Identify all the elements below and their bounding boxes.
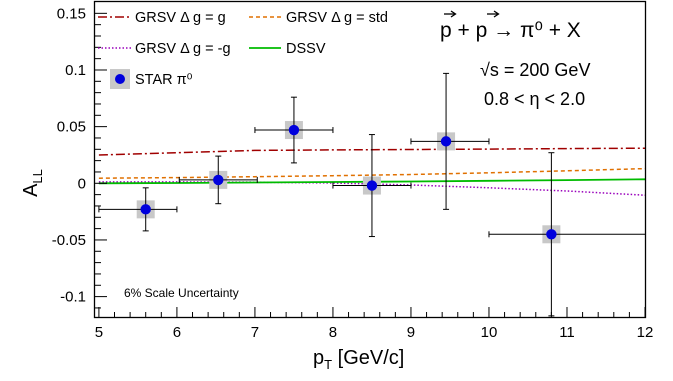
data-marker	[546, 229, 557, 240]
x-tick-label: 11	[559, 324, 575, 341]
data-point	[178, 155, 258, 205]
x-tick-label: 10	[481, 324, 498, 341]
reaction-label: p + p → π⁰ + X	[440, 10, 581, 42]
y-tick-label: -0.05	[52, 232, 86, 249]
reaction-text: p + p → π⁰ + X	[440, 19, 581, 42]
data-marker	[140, 204, 151, 215]
x-tick-label: 12	[637, 324, 654, 341]
energy-label: √s = 200 GeV	[480, 60, 590, 80]
y-tick-label: 0	[78, 175, 86, 192]
x-tick-label: 6	[173, 324, 181, 341]
x-tick-label: 8	[329, 324, 337, 341]
plot-frame	[93, 0, 647, 319]
data-marker	[366, 180, 378, 191]
legend-label-star: STAR π⁰	[135, 72, 193, 88]
scale-uncertainty-label: 6% Scale Uncertainty	[124, 286, 239, 300]
vector-arrow-2-head	[493, 10, 500, 18]
data-points	[98, 72, 645, 317]
data-point	[410, 72, 490, 210]
x-tick-label: 5	[95, 324, 103, 341]
y-tick-label: -0.1	[60, 289, 86, 306]
legend-swatch-star-marker	[115, 74, 125, 84]
y-tick-label: 0.1	[65, 62, 86, 79]
data-marker	[288, 124, 300, 136]
tick-labels: 5 6 7 8 9 10 11 12 -0.1 -0.05 0 0.05 0.1 0.15	[52, 5, 654, 341]
x-tick-label: 9	[407, 324, 415, 341]
data-point	[332, 134, 412, 238]
vector-arrow-1-head	[450, 10, 457, 18]
axis-ticks	[95, 12, 646, 317]
legend-label-grsv-std: GRSV Δ g = std	[286, 10, 388, 26]
y-tick-label: 0.05	[57, 119, 86, 136]
eta-range-label: 0.8 < η < 2.0	[484, 89, 585, 109]
data-point	[488, 152, 645, 317]
x-axis-title: pT [GeV/c]	[313, 347, 404, 372]
legend-label-grsv-g: GRSV Δ g = g	[135, 10, 226, 26]
data-point	[254, 96, 334, 164]
x-tick-label: 7	[251, 324, 259, 341]
data-marker	[440, 136, 452, 147]
y-tick-label: 0.15	[57, 5, 86, 22]
legend: GRSV Δ g = g GRSV Δ g = std GRSV Δ g = -…	[98, 10, 388, 89]
legend-label-dssv: DSSV	[286, 41, 326, 57]
legend-label-grsv-minus-g: GRSV Δ g = -g	[135, 41, 231, 57]
y-axis-title: ALL	[20, 169, 45, 197]
data-marker	[213, 174, 224, 186]
data-point	[98, 187, 178, 232]
